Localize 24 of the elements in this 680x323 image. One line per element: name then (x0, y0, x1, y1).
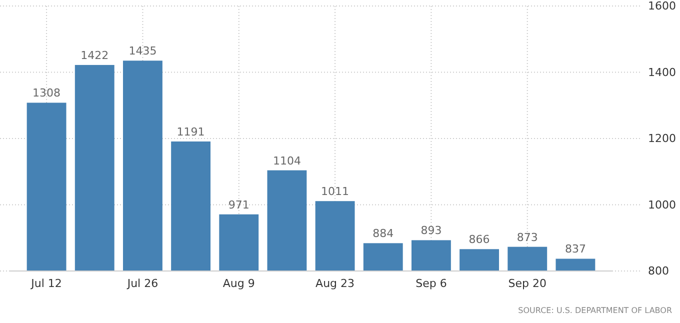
y-tick-label: 1400 (648, 66, 676, 79)
data-label: 873 (516, 230, 538, 244)
data-label: 893 (420, 224, 442, 238)
data-label: 1308 (32, 86, 61, 100)
y-tick-label: 1200 (648, 132, 676, 146)
x-tick-label: Aug 9 (222, 276, 255, 290)
x-tick-label: Sep 6 (416, 276, 447, 290)
x-tick-label: Sep 20 (508, 276, 546, 290)
data-label: 971 (228, 198, 250, 212)
y-tick-label: 1600 (648, 0, 676, 13)
data-label: 1422 (80, 48, 109, 62)
source-note: SOURCE: U.S. DEPARTMENT OF LABOR (518, 306, 672, 315)
y-tick-label: 1000 (648, 198, 676, 212)
x-tick-label: Jul 12 (30, 276, 62, 290)
y-tick-label: 800 (648, 264, 669, 278)
data-label: 866 (468, 233, 490, 246)
x-tick-label: Aug 23 (316, 276, 355, 290)
data-label: 884 (372, 227, 394, 240)
data-label: 1191 (176, 125, 205, 138)
x-tick-label: Jul 26 (126, 276, 158, 290)
data-label: 1435 (128, 44, 157, 58)
data-label: 1104 (272, 154, 301, 168)
data-label: 1011 (321, 185, 350, 198)
data-label: 837 (564, 242, 586, 256)
